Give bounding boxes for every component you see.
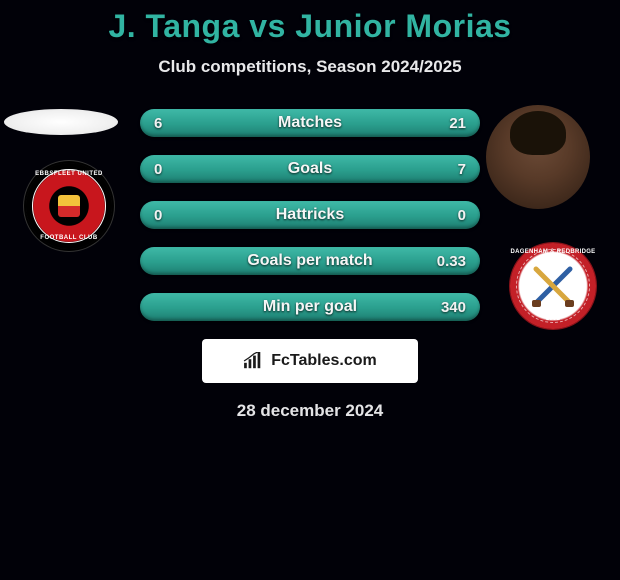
- club-left-crest-icon: [58, 195, 80, 217]
- stat-bar: Min per goal340: [140, 293, 480, 321]
- crossed-swords-icon: [530, 263, 576, 309]
- stat-label: Hattricks: [140, 206, 480, 224]
- stat-bar: Goals per match0.33: [140, 247, 480, 275]
- stat-right-value: 7: [436, 161, 466, 178]
- stat-right-value: 21: [436, 115, 466, 132]
- stat-label: Goals: [140, 160, 480, 178]
- stat-right-value: 0.33: [436, 253, 466, 270]
- stat-label: Min per goal: [140, 298, 480, 316]
- comparison-panel: EBBSFLEET UNITED FOOTBALL CLUB DAGENHAM …: [0, 109, 620, 421]
- stat-left-value: 0: [154, 207, 184, 224]
- player-left-club-badge: EBBSFLEET UNITED FOOTBALL CLUB: [26, 163, 112, 249]
- stat-right-value: 0: [436, 207, 466, 224]
- stat-left-value: 0: [154, 161, 184, 178]
- watermark-text: FcTables.com: [271, 352, 377, 370]
- stat-left-value: 6: [154, 115, 184, 132]
- watermark-badge: FcTables.com: [202, 339, 418, 383]
- stat-label: Matches: [140, 114, 480, 132]
- stat-label: Goals per match: [140, 252, 480, 270]
- date-line: 28 december 2024: [0, 401, 620, 421]
- player-left-photo: [4, 109, 118, 135]
- bar-chart-icon: [243, 352, 265, 370]
- page-title: J. Tanga vs Junior Morias: [0, 0, 620, 45]
- stat-bars: 6Matches210Goals70Hattricks0Goals per ma…: [140, 109, 480, 321]
- stat-bar: 0Goals7: [140, 155, 480, 183]
- stat-bar: 6Matches21: [140, 109, 480, 137]
- stat-bar: 0Hattricks0: [140, 201, 480, 229]
- player-right-club-badge: DAGENHAM & REDBRIDGE 1992: [510, 243, 596, 329]
- stat-right-value: 340: [436, 299, 466, 316]
- season-subtitle: Club competitions, Season 2024/2025: [0, 57, 620, 77]
- club-right-year: 1992: [510, 316, 596, 322]
- player-right-photo: [486, 105, 590, 209]
- club-right-name-top: DAGENHAM & REDBRIDGE: [510, 249, 596, 255]
- club-left-name-top: EBBSFLEET UNITED: [26, 171, 112, 177]
- club-left-name-bottom: FOOTBALL CLUB: [26, 235, 112, 241]
